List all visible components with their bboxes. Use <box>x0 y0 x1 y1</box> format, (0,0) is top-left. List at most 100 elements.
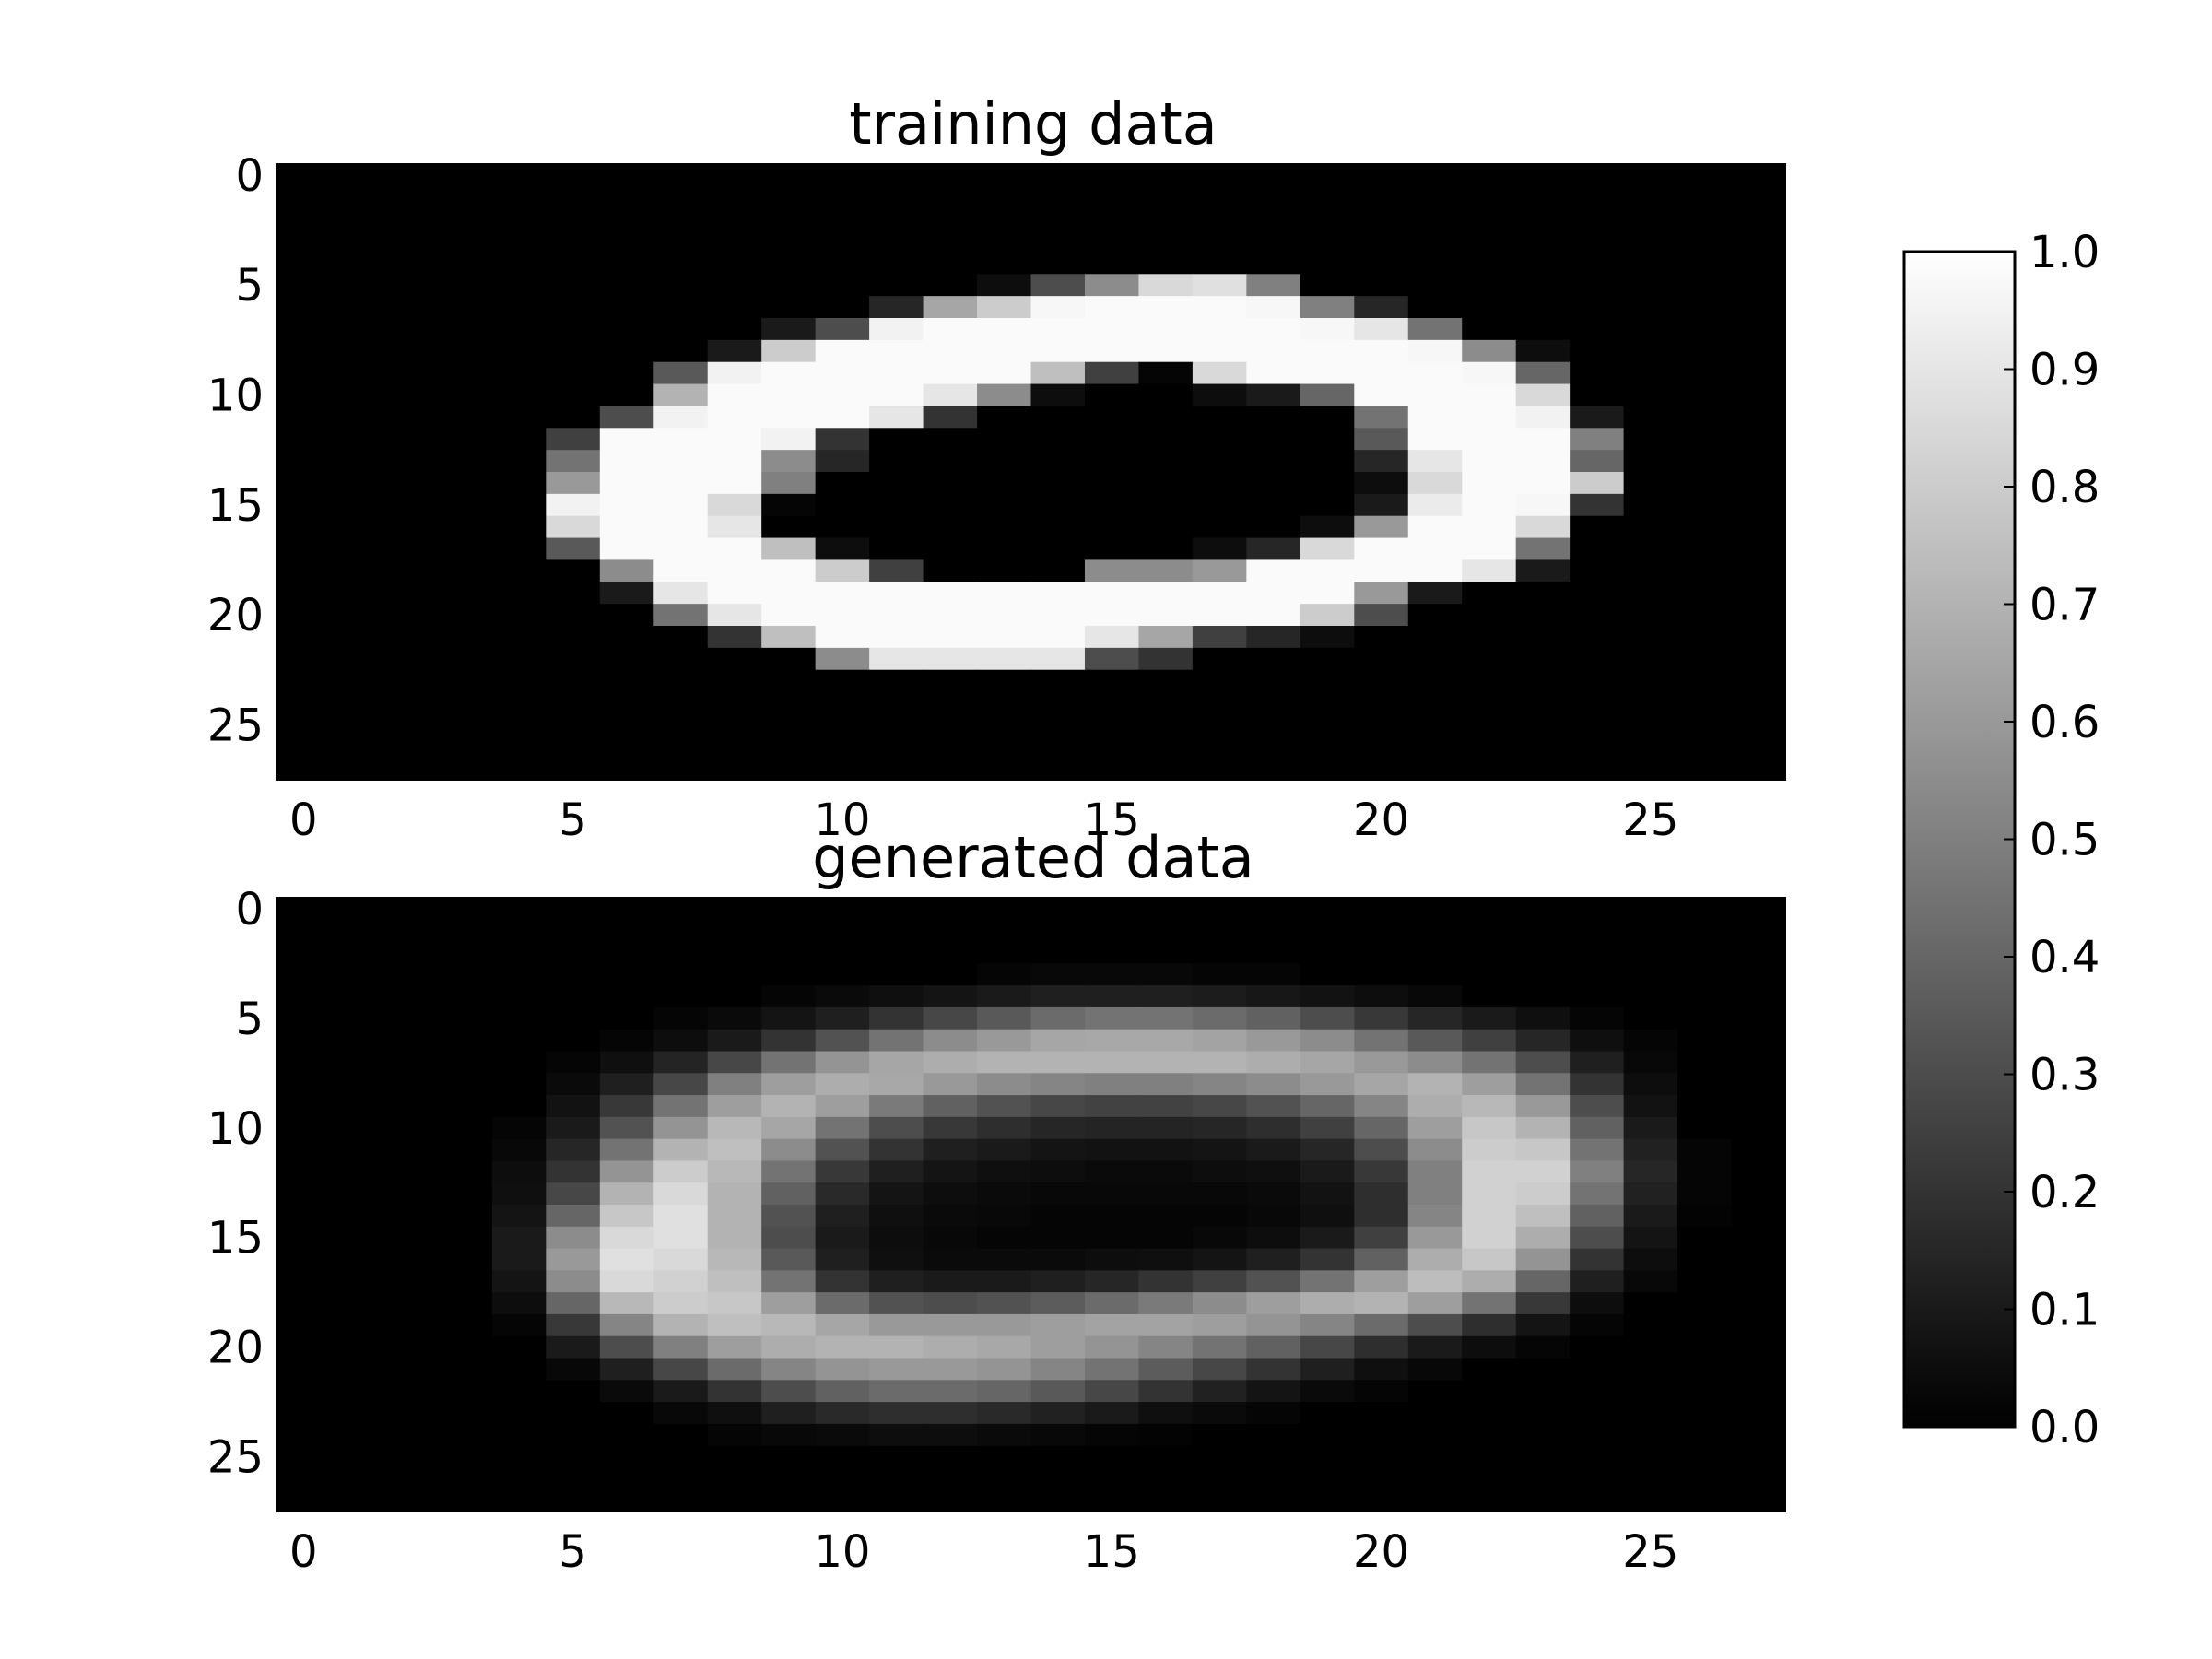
heatmap-cell <box>276 626 332 649</box>
heatmap-cell <box>1677 339 1733 363</box>
colorbar-gradient <box>1902 250 2017 1429</box>
heatmap-cell <box>276 559 332 582</box>
heatmap-cell <box>383 252 439 275</box>
heatmap-cell <box>1515 604 1571 627</box>
heatmap-cell <box>1623 626 1678 649</box>
heatmap-cell <box>438 406 493 429</box>
heatmap-cell <box>977 1073 1032 1096</box>
heatmap-cell <box>1677 318 1733 341</box>
y-tick-label: 10 <box>207 371 264 422</box>
heatmap-cell <box>869 963 924 986</box>
heatmap-cell <box>1192 604 1247 627</box>
heatmap-cell <box>1030 941 1086 964</box>
heatmap-cell <box>1192 1095 1247 1118</box>
heatmap-cell <box>1246 713 1301 736</box>
heatmap-cell <box>1731 985 1786 1008</box>
heatmap-cell <box>330 1073 385 1096</box>
heatmap-cell <box>1354 339 1409 363</box>
heatmap-cell <box>599 472 654 495</box>
y-tick-label: 0 <box>235 884 264 935</box>
heatmap-cell <box>1084 493 1140 517</box>
heatmap-cell <box>1570 1182 1625 1206</box>
heatmap-cell <box>546 1160 601 1183</box>
heatmap-cell <box>599 1095 654 1118</box>
heatmap-cell <box>438 1029 493 1053</box>
heatmap-cell <box>653 318 709 341</box>
heatmap-cell <box>276 1051 332 1074</box>
heatmap-cell <box>707 919 762 943</box>
heatmap-cell <box>1030 1335 1086 1359</box>
heatmap-cell <box>1246 647 1301 671</box>
heatmap-cell <box>383 1205 439 1228</box>
heatmap-cell <box>276 963 332 986</box>
heatmap-cell <box>653 691 709 715</box>
heatmap-cell <box>438 318 493 341</box>
heatmap-cell <box>546 537 601 561</box>
heatmap-cell <box>923 559 978 582</box>
heatmap-cell <box>1138 1402 1194 1425</box>
heatmap-cell <box>491 406 547 429</box>
heatmap-cell <box>707 1095 762 1118</box>
heatmap-cell <box>1030 963 1086 986</box>
heatmap-cell <box>330 428 385 451</box>
heatmap-cell <box>869 669 924 693</box>
heatmap-cell <box>1677 493 1733 517</box>
heatmap-cell <box>1138 515 1194 539</box>
heatmap-cell <box>438 164 493 187</box>
heatmap-cell <box>1570 274 1625 297</box>
heatmap-cell <box>869 626 924 649</box>
heatmap-cell <box>1623 1248 1678 1271</box>
heatmap-cell <box>276 941 332 964</box>
heatmap-cell <box>869 1226 924 1250</box>
heatmap-cell <box>491 515 547 539</box>
heatmap-cell <box>1138 691 1194 715</box>
heatmap-cell <box>707 1051 762 1074</box>
heatmap-cell <box>330 1205 385 1228</box>
heatmap-cell <box>1354 296 1409 319</box>
heatmap-cell <box>1407 1467 1463 1490</box>
heatmap-cell <box>1192 1029 1247 1053</box>
heatmap-cell <box>1084 582 1140 605</box>
heatmap-cell <box>1030 1160 1086 1183</box>
heatmap-cell <box>1354 472 1409 495</box>
heatmap-cell <box>1515 383 1571 407</box>
heatmap-cell <box>1570 647 1625 671</box>
heatmap-cell <box>869 383 924 407</box>
heatmap-cell <box>383 1029 439 1053</box>
heatmap-cell <box>707 185 762 209</box>
heatmap-cell <box>977 164 1032 187</box>
heatmap-cell <box>491 758 547 781</box>
heatmap-cell <box>1407 985 1463 1008</box>
heatmap-cell <box>923 898 978 921</box>
heatmap-cell <box>923 1116 978 1140</box>
heatmap-cell <box>1515 985 1571 1008</box>
heatmap-cell <box>438 428 493 451</box>
heatmap-cell <box>1731 252 1786 275</box>
heatmap-cell <box>383 537 439 561</box>
colorbar-tick-label: 0.9 <box>2030 345 2100 396</box>
heatmap-cell <box>923 1095 978 1118</box>
heatmap-cell <box>1246 1467 1301 1490</box>
heatmap-cell <box>1354 537 1409 561</box>
heatmap-cell <box>923 735 978 759</box>
heatmap-cell <box>383 1313 439 1337</box>
heatmap-cell <box>1570 1138 1625 1162</box>
heatmap-cell <box>383 185 439 209</box>
heatmap-cell <box>1677 1489 1733 1512</box>
heatmap-cell <box>1462 1248 1517 1271</box>
heatmap-cell <box>977 582 1032 605</box>
heatmap-cell <box>1623 493 1678 517</box>
heatmap-cell <box>869 1073 924 1096</box>
heatmap-cell <box>546 691 601 715</box>
heatmap-cell <box>1354 428 1409 451</box>
heatmap-cell <box>491 207 547 231</box>
heatmap-cell <box>923 318 978 341</box>
heatmap-cell <box>1731 472 1786 495</box>
heatmap-cell <box>1407 559 1463 582</box>
heatmap-cell <box>1731 691 1786 715</box>
heatmap-cell <box>977 493 1032 517</box>
heatmap-cell <box>761 472 817 495</box>
heatmap-cell <box>383 493 439 517</box>
heatmap-cell <box>1623 472 1678 495</box>
heatmap-cell <box>1731 1182 1786 1206</box>
